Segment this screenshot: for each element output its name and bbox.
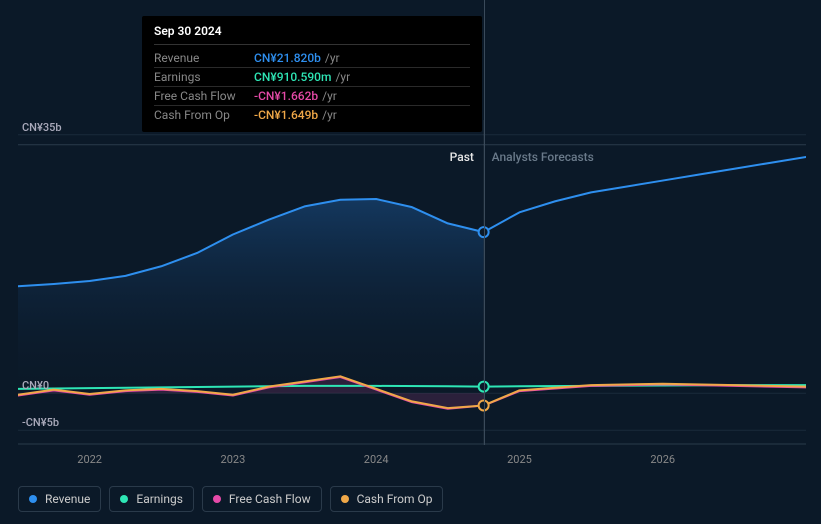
legend-item-label: Cash From Op bbox=[357, 492, 433, 506]
tooltip-row-value: CN¥21.820b bbox=[254, 51, 321, 65]
legend-item-cfo[interactable]: Cash From Op bbox=[330, 486, 444, 512]
tooltip-row: Revenue CN¥21.820b /yr bbox=[154, 49, 470, 68]
x-axis-label: 2023 bbox=[221, 453, 246, 466]
chart-tooltip: Sep 30 2024 Revenue CN¥21.820b /yrEarnin… bbox=[142, 16, 482, 132]
chart-legend: Revenue Earnings Free Cash Flow Cash Fro… bbox=[18, 486, 443, 512]
legend-item-label: Revenue bbox=[45, 492, 90, 506]
tooltip-row-label: Cash From Op bbox=[154, 108, 254, 122]
tooltip-row-value: -CN¥1.649b bbox=[254, 108, 318, 122]
x-axis-label: 2025 bbox=[507, 453, 532, 466]
legend-dot-icon bbox=[120, 495, 128, 503]
section-label-past: Past bbox=[450, 150, 474, 164]
tooltip-row: Earnings CN¥910.590m /yr bbox=[154, 68, 470, 87]
hover-vertical-line bbox=[484, 0, 485, 445]
tooltip-date: Sep 30 2024 bbox=[154, 24, 470, 45]
chart-plot-area bbox=[18, 120, 806, 445]
legend-dot-icon bbox=[213, 495, 221, 503]
tooltip-row-label: Earnings bbox=[154, 70, 254, 84]
tooltip-row-unit: /yr bbox=[325, 51, 340, 65]
x-axis-label: 2022 bbox=[77, 453, 102, 466]
tooltip-row-unit: /yr bbox=[335, 70, 350, 84]
legend-dot-icon bbox=[341, 495, 349, 503]
legend-item-label: Free Cash Flow bbox=[229, 492, 311, 506]
y-axis-label: CN¥0 bbox=[22, 379, 49, 392]
tooltip-row: Cash From Op -CN¥1.649b /yr bbox=[154, 106, 470, 124]
legend-dot-icon bbox=[29, 495, 37, 503]
legend-item-fcf[interactable]: Free Cash Flow bbox=[202, 486, 322, 512]
tooltip-row: Free Cash Flow -CN¥1.662b /yr bbox=[154, 87, 470, 106]
legend-item-revenue[interactable]: Revenue bbox=[18, 486, 101, 512]
section-label-forecast: Analysts Forecasts bbox=[492, 150, 594, 164]
y-axis-label: -CN¥5b bbox=[22, 416, 59, 429]
tooltip-row-value: CN¥910.590m bbox=[254, 70, 331, 84]
chart-svg bbox=[18, 120, 806, 445]
x-axis-label: 2024 bbox=[364, 453, 389, 466]
legend-item-label: Earnings bbox=[136, 492, 183, 506]
legend-item-earnings[interactable]: Earnings bbox=[109, 486, 194, 512]
tooltip-row-label: Free Cash Flow bbox=[154, 89, 254, 103]
tooltip-row-unit: /yr bbox=[322, 108, 337, 122]
tooltip-row-label: Revenue bbox=[154, 51, 254, 65]
y-axis-label: CN¥35b bbox=[22, 121, 62, 134]
tooltip-row-value: -CN¥1.662b bbox=[254, 89, 318, 103]
x-axis-label: 2026 bbox=[650, 453, 675, 466]
tooltip-row-unit: /yr bbox=[322, 89, 337, 103]
